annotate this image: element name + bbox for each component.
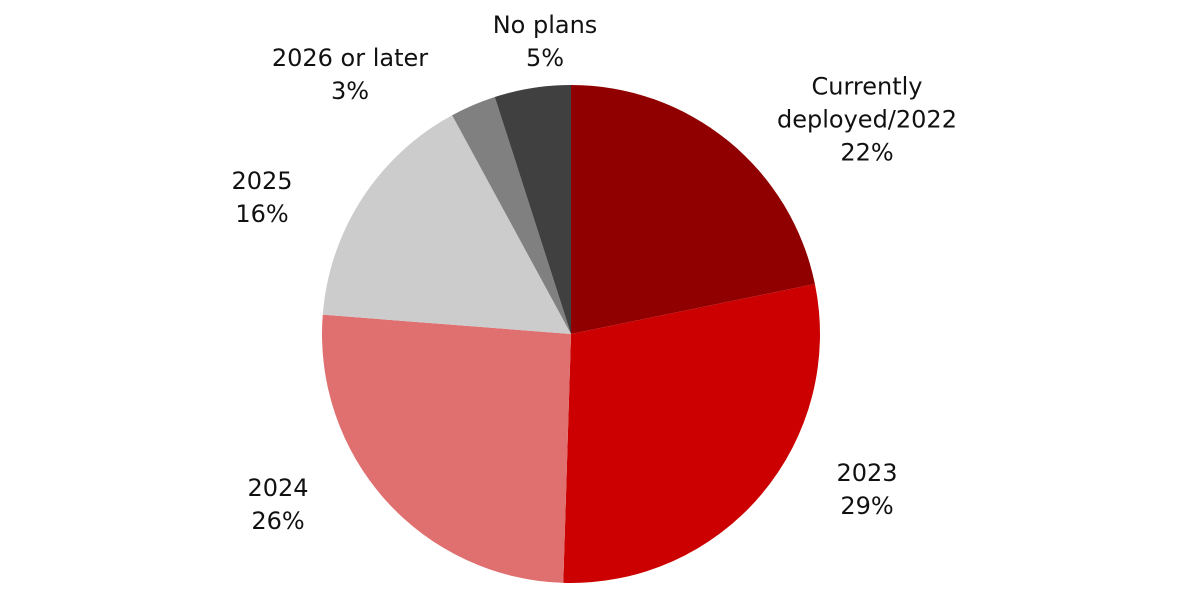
category-label: No plans	[492, 11, 598, 39]
pie-slice	[452, 96, 571, 335]
slice-label: No plans 5%	[430, 9, 660, 75]
category-label: 2023	[836, 459, 898, 487]
value-label: 22%	[840, 138, 894, 167]
pie-slice	[571, 85, 815, 334]
value-label: 16%	[235, 200, 289, 228]
pie-slice	[322, 115, 571, 334]
pie-slice	[494, 85, 571, 334]
value-label: 3%	[330, 77, 370, 105]
slice-label: 2026 or later 3%	[235, 42, 465, 108]
category-label: 2026 or later	[271, 44, 429, 72]
slice-label: 2025 16%	[147, 165, 377, 231]
category-label: Currently deployed/2022	[777, 72, 957, 134]
pie-slice	[322, 314, 571, 583]
pie-slice	[563, 283, 821, 583]
slice-label: 2023 29%	[752, 457, 982, 523]
category-label: 2024	[247, 474, 309, 502]
slice-label: Currently deployed/2022 22%	[752, 71, 982, 170]
value-label: 29%	[840, 492, 894, 520]
value-label: 26%	[251, 507, 305, 535]
slice-label: 2024 26%	[163, 472, 393, 538]
category-label: 2025	[231, 167, 293, 195]
value-label: 5%	[525, 44, 565, 72]
